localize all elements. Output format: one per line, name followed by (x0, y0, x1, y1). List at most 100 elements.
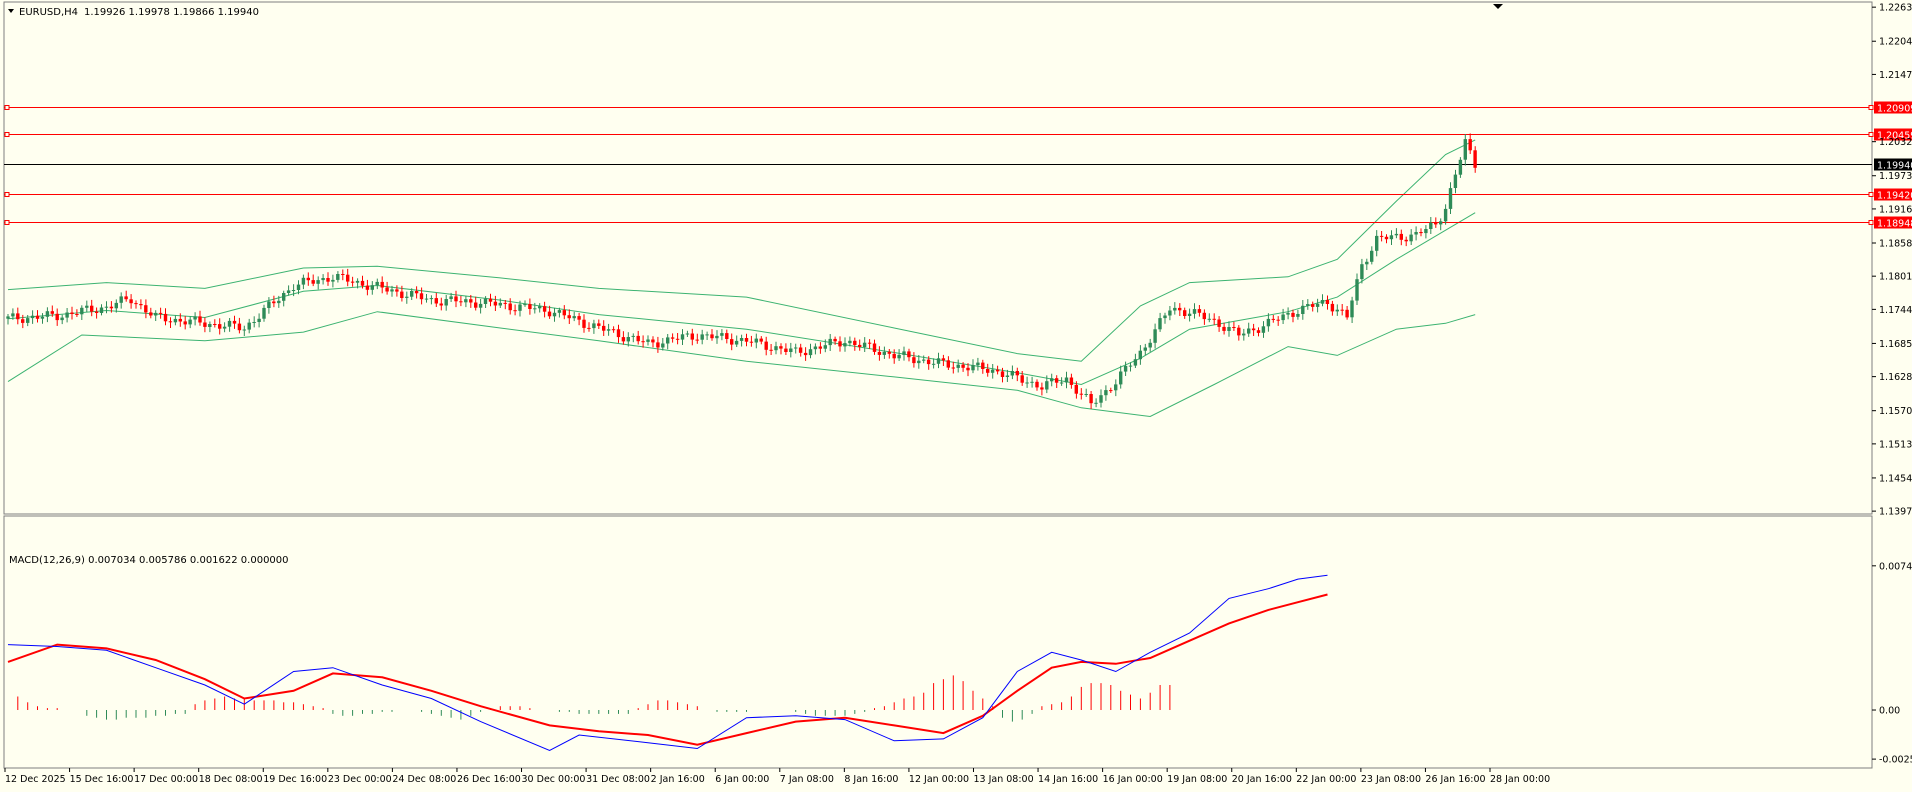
candle-body (611, 329, 616, 331)
candle-body (478, 303, 483, 308)
candle-body (296, 284, 301, 290)
candle-body (833, 338, 837, 342)
candle-body (1059, 382, 1064, 384)
candle-body (1079, 393, 1083, 395)
time-tick-label: 24 Dec 08:00 (392, 774, 456, 785)
candle-body (1335, 309, 1339, 312)
candle-body (414, 291, 419, 294)
candle-body (6, 316, 10, 319)
horizontal-levels[interactable]: 1.20909 1.20459 1.19420 1.18948 1.19940 (4, 101, 1912, 230)
candle-body (877, 351, 882, 355)
candle-body (370, 285, 374, 290)
candle-body (1296, 314, 1300, 317)
candle-body (1123, 365, 1128, 372)
candle-body (129, 299, 133, 304)
candle-body (1222, 326, 1226, 331)
candle-body (1217, 319, 1221, 327)
candle-body (1389, 235, 1394, 240)
shift-marker-icon[interactable] (1493, 4, 1503, 9)
candle-body (1473, 150, 1477, 168)
candle-body (400, 291, 404, 298)
bb-lower-line (7, 311, 1476, 418)
price-pane[interactable]: EURUSD,H4 1.19926 1.19978 1.19866 1.19940… (3, 1, 1912, 518)
time-tick-label: 15 Dec 16:00 (70, 774, 134, 785)
candle-body (1453, 174, 1458, 188)
level-handle-right (1868, 192, 1874, 197)
candle-body (917, 360, 921, 364)
candle-body (538, 306, 542, 309)
candle-body (203, 322, 207, 327)
candle-body (680, 334, 685, 340)
candle-body (803, 352, 808, 356)
candle-body (158, 312, 163, 314)
candle-body (262, 307, 266, 319)
candle-body (237, 323, 242, 331)
candle-body (1429, 222, 1433, 229)
level-handle-left (4, 192, 10, 197)
macd-histogram (17, 675, 1171, 722)
candle-body (1050, 378, 1054, 382)
level-handle-left (4, 220, 10, 225)
candle-body (661, 343, 665, 348)
candle-body (931, 363, 936, 365)
candle-body (70, 312, 74, 314)
candle-body (759, 338, 763, 342)
dropdown-triangle-icon[interactable] (8, 9, 14, 13)
candle-body (1345, 309, 1349, 318)
candle-body (1104, 390, 1108, 396)
candle-body (301, 277, 306, 285)
candle-body (1256, 330, 1261, 333)
time-tick-label: 23 Dec 00:00 (328, 774, 392, 785)
candle-body (488, 298, 493, 302)
candle-body (651, 339, 655, 343)
macd-tick-label: -0.00255 (1879, 755, 1912, 766)
candle-body (1227, 327, 1231, 331)
time-tick-label: 2 Jan 16:00 (651, 774, 705, 785)
candle-body (518, 304, 522, 311)
price-tick-label: 1.15700 (1879, 406, 1912, 417)
candle-body (1133, 359, 1138, 366)
time-tick-label: 26 Dec 16:00 (457, 774, 521, 785)
candle-body (1015, 371, 1019, 376)
candle-body (257, 318, 261, 322)
candle-body (375, 281, 379, 286)
candle-body (341, 274, 345, 275)
candle-body (419, 293, 424, 300)
candle-body (626, 337, 630, 342)
candle-body (936, 358, 941, 364)
candle-body (1064, 377, 1069, 383)
candle-body (981, 362, 985, 369)
candle-body (350, 281, 355, 283)
candle-body (405, 296, 409, 298)
candle-body (557, 310, 562, 313)
time-tick-label: 8 Jan 16:00 (844, 774, 898, 785)
candle-body (90, 305, 94, 312)
candle-body (646, 339, 650, 342)
candle-body (139, 304, 143, 306)
candle-body (360, 280, 365, 286)
macd-main-line (7, 574, 1328, 751)
candle-body (1434, 222, 1438, 225)
candle-body (744, 338, 749, 342)
candle-body (1020, 375, 1024, 383)
level-price-tag (1874, 188, 1912, 201)
candle-body (774, 346, 778, 351)
macd-pane[interactable]: MACD(12,26,9) 0.007034 0.005786 0.001622… (3, 515, 1912, 769)
candle-body (730, 339, 734, 345)
candle-body (1350, 300, 1354, 318)
price-tick-label: 1.17440 (1879, 305, 1912, 316)
candle-body (1261, 326, 1266, 333)
candle-body (227, 320, 232, 327)
candle-body (616, 329, 621, 338)
candle-body (700, 334, 704, 340)
candle-body (163, 313, 168, 322)
candle-body (336, 274, 340, 280)
candle-body (621, 337, 626, 342)
candle-body (1212, 318, 1216, 320)
candle-body (291, 290, 296, 291)
time-axis: 12 Dec 2025 15 Dec 16:00 17 Dec 00:00 18 De… (4, 768, 1550, 785)
candle-body (1040, 387, 1044, 390)
candle-body (410, 291, 414, 297)
time-tick-label: 12 Dec 2025 (5, 774, 66, 785)
